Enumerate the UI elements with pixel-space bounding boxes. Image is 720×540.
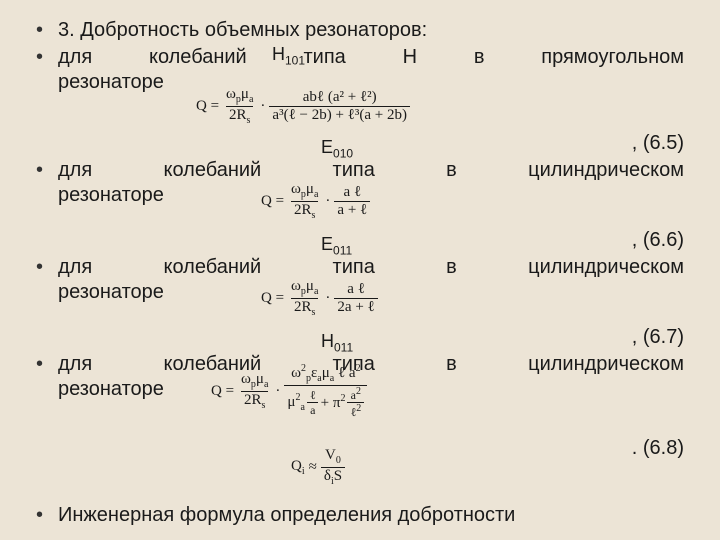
eq65-ref: , (6.5) bbox=[58, 131, 684, 156]
item3-line1: для колебаний типа в цилиндрическом bbox=[58, 255, 684, 280]
eq67-ref: , (6.7) bbox=[58, 325, 684, 350]
cut-line-text: Инженерная формула определения добротнос… bbox=[58, 503, 684, 528]
bullet-item-1: для колебаний типа Η в прямоугольном рез… bbox=[36, 45, 684, 156]
item3-line2: резонаторе bbox=[58, 280, 684, 305]
item1-line1: для колебаний типа Η в прямоугольном bbox=[58, 45, 684, 70]
bullet-item-4: для колебаний типа в цилиндрическом резо… bbox=[36, 352, 684, 501]
item2-line1: для колебаний типа в цилиндрическом bbox=[58, 158, 684, 183]
eq68-ref: . (6.8) bbox=[58, 436, 684, 461]
item1-line2: резонаторе bbox=[58, 70, 684, 95]
bullet-heading: 3. Добротность объемных резонаторов: bbox=[36, 18, 684, 43]
bullet-cut: Инженерная формула определения добротнос… bbox=[36, 503, 684, 528]
slide-page: 3. Добротность объемных резонаторов: для… bbox=[0, 0, 720, 540]
bullet-item-2: для колебаний типа в цилиндрическом резо… bbox=[36, 158, 684, 253]
item4-line2: резонаторе bbox=[58, 377, 684, 402]
heading-text: 3. Добротность объемных резонаторов: bbox=[58, 18, 684, 43]
eq66-ref: , (6.6) bbox=[58, 228, 684, 253]
bullet-list: 3. Добротность объемных резонаторов: для… bbox=[36, 18, 684, 528]
item2-line2: резонаторе bbox=[58, 183, 684, 208]
item4-line1: для колебаний типа в цилиндрическом bbox=[58, 352, 684, 377]
bullet-item-3: для колебаний типа в цилиндрическом резо… bbox=[36, 255, 684, 350]
